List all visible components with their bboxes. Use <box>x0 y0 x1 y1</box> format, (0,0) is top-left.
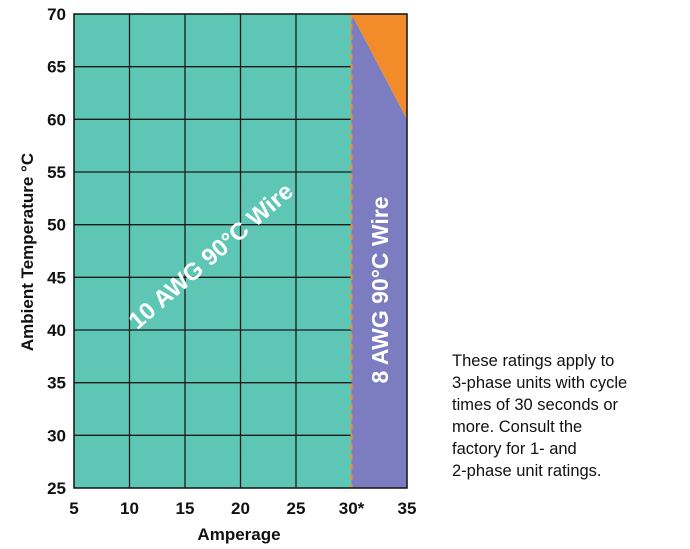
y-axis-label: Ambient Temperature °C <box>18 153 37 351</box>
note-line: more. Consult the <box>452 418 583 436</box>
region-10awg <box>74 14 352 488</box>
rating-note: These ratings apply to 3-phase units wit… <box>452 350 684 482</box>
note-line: factory for 1- and <box>452 440 577 458</box>
x-tick-label: 5 <box>69 499 78 518</box>
x-axis-label: Amperage <box>197 525 280 544</box>
y-tick-label: 70 <box>47 5 66 24</box>
x-tick-label: 25 <box>287 499 306 518</box>
note-line: times of 30 seconds or <box>452 396 618 414</box>
note-line: These ratings apply to <box>452 352 615 370</box>
region-8awg <box>351 14 407 488</box>
y-tick-label: 25 <box>47 479 66 498</box>
plot-frame <box>73 13 408 489</box>
y-tick-label: 55 <box>47 163 66 182</box>
note-line: 3-phase units with cycle <box>452 374 628 392</box>
x-tick-label: 30* <box>339 499 365 518</box>
y-tick-labels: 25 30 35 40 45 50 55 60 65 70 <box>47 5 66 498</box>
x-tick-labels: 5 10 15 20 25 30* 35 <box>69 499 416 518</box>
note-line: 2-phase unit ratings. <box>452 462 602 480</box>
y-tick-label: 45 <box>47 268 66 287</box>
region-6awg <box>351 14 407 120</box>
region-label-6awg-line2: 90°C Wire <box>414 51 484 68</box>
x-tick-label: 10 <box>120 499 139 518</box>
region-label-6awg-line1: 6 AWG <box>414 31 462 48</box>
y-tick-label: 30 <box>47 426 66 445</box>
x-tick-label: 20 <box>231 499 250 518</box>
y-tick-label: 35 <box>47 374 66 393</box>
y-tick-label: 40 <box>47 321 66 340</box>
x-tick-label: 35 <box>398 499 417 518</box>
region-label-8awg: 8 AWG 90°C Wire <box>367 196 393 383</box>
region-layer <box>74 14 407 488</box>
grid-layer <box>74 14 352 488</box>
y-tick-label: 50 <box>47 216 66 235</box>
y-tick-label: 60 <box>47 110 66 129</box>
y-tick-label: 65 <box>47 58 66 77</box>
x-tick-label: 15 <box>176 499 195 518</box>
